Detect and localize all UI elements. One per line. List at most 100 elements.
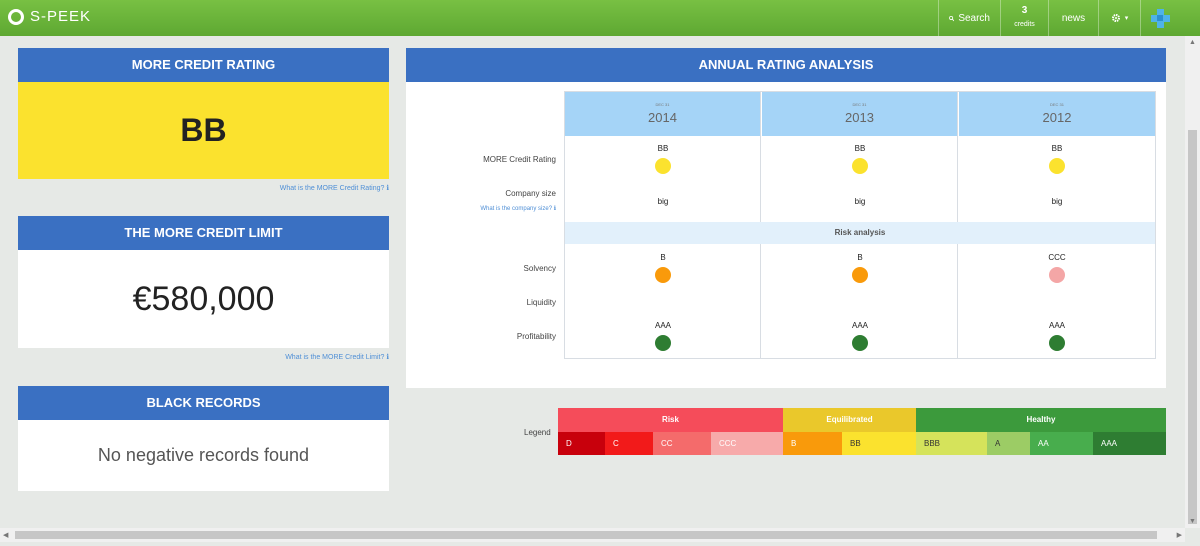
- chevron-down-icon: ▾: [1124, 15, 1129, 22]
- rating-legend: Risk Equilibrated Healthy D C CC CCC B B…: [558, 408, 1166, 455]
- rating-cell: BB: [565, 144, 761, 174]
- credits-count: 3: [1021, 5, 1028, 16]
- solvency-cell: B: [565, 253, 761, 283]
- year-header: DEC 31 2014: [565, 92, 760, 136]
- scroll-up-icon[interactable]: ▲: [1189, 39, 1196, 46]
- profitability-indicator: [852, 335, 868, 351]
- period-year: 2013: [845, 110, 874, 125]
- legend-group-healthy: Healthy: [916, 408, 1166, 432]
- solvency-indicator: [1049, 267, 1065, 283]
- risk-analysis-band: Risk analysis: [565, 222, 1155, 244]
- size-cell: big: [1051, 197, 1063, 206]
- company-size-help-link[interactable]: What is the company size? ℹ: [480, 206, 556, 212]
- legend-grade: CC: [653, 432, 711, 455]
- top-navbar: S-PEEK Search 3 credits news ▾ ▾: [0, 0, 1200, 36]
- search-icon: [949, 15, 955, 21]
- profitability-grade: AAA: [1048, 321, 1065, 330]
- logo-icon: [8, 8, 24, 25]
- logo-text: S-PEEK: [30, 8, 92, 25]
- row-label-profitability: Profitability: [516, 332, 556, 341]
- legend-label: Legend: [524, 428, 551, 437]
- search-label: Search: [958, 12, 990, 24]
- settings-menu[interactable]: ▾: [1098, 0, 1140, 36]
- profitability-indicator: [1049, 335, 1065, 351]
- credits-label: credits: [1014, 21, 1035, 28]
- solvency-indicator: [655, 267, 671, 283]
- rating-indicator: [1049, 158, 1065, 174]
- solvency-grade: B: [660, 253, 666, 262]
- legend-grade: BB: [842, 432, 916, 455]
- year-column: DEC 31 2014 BB big B AAA: [565, 92, 761, 358]
- legend-grade: D: [558, 432, 605, 455]
- profitability-grade: AAA: [851, 321, 868, 330]
- horizontal-scrollbar[interactable]: ◀ ▶: [0, 528, 1185, 542]
- credit-limit-card: THE MORE CREDIT LIMIT €580,000: [18, 216, 389, 348]
- row-label-rating: MORE Credit Rating: [483, 155, 556, 164]
- rating-grade: BB: [854, 144, 866, 153]
- credit-rating-title: MORE CREDIT RATING: [18, 48, 389, 82]
- scroll-left-icon[interactable]: ◀: [3, 532, 9, 539]
- user-menu[interactable]: ▾: [1140, 0, 1180, 36]
- search-button[interactable]: Search: [938, 0, 1000, 36]
- annual-rating-analysis-panel: ANNUAL RATING ANALYSIS MORE Credit Ratin…: [406, 48, 1166, 388]
- credit-limit-title: THE MORE CREDIT LIMIT: [18, 216, 389, 250]
- size-cell: big: [657, 197, 669, 206]
- size-cell: big: [854, 197, 866, 206]
- legend-grade: C: [605, 432, 653, 455]
- gear-icon: [1111, 14, 1120, 22]
- legend-grade: AAA: [1093, 432, 1166, 455]
- row-label-liquidity: Liquidity: [526, 298, 556, 307]
- black-records-title: BLACK RECORDS: [18, 386, 389, 420]
- black-records-card: BLACK RECORDS No negative records found: [18, 386, 389, 491]
- horizontal-scroll-thumb[interactable]: [15, 531, 1157, 539]
- year-header: DEC 31 2013: [762, 92, 957, 136]
- solvency-cell: B: [762, 253, 958, 283]
- credit-rating-card: MORE CREDIT RATING BB: [18, 48, 389, 179]
- credit-limit-help-link[interactable]: What is the MORE Credit Limit? ℹ: [285, 354, 389, 361]
- profitability-indicator: [655, 335, 671, 351]
- row-label-solvency: Solvency: [523, 264, 556, 273]
- legend-grades: D C CC CCC B BB BBB A AA AAA: [558, 432, 1166, 455]
- legend-grade: A: [987, 432, 1030, 455]
- scroll-down-icon[interactable]: ▼: [1189, 518, 1196, 525]
- solvency-cell: CCC: [959, 253, 1155, 283]
- profitability-cell: AAA: [762, 321, 958, 351]
- period-year: 2012: [1042, 110, 1072, 125]
- legend-grade: BBB: [916, 432, 987, 455]
- legend-groups: Risk Equilibrated Healthy: [558, 408, 1166, 432]
- period-date: DEC 31: [852, 102, 867, 107]
- row-label-size: Company size: [505, 189, 556, 198]
- profitability-grade: AAA: [654, 321, 671, 330]
- rating-cell: BB: [959, 144, 1155, 174]
- analysis-title: ANNUAL RATING ANALYSIS: [406, 48, 1166, 82]
- scroll-right-icon[interactable]: ▶: [1176, 532, 1182, 539]
- credits-button[interactable]: 3 credits: [1000, 0, 1048, 36]
- news-label: news: [1061, 12, 1086, 24]
- period-date: DEC 31: [655, 102, 670, 107]
- rating-indicator: [655, 158, 671, 174]
- credit-rating-help-link[interactable]: What is the MORE Credit Rating? ℹ: [279, 185, 389, 192]
- app-logo[interactable]: S-PEEK: [8, 8, 91, 25]
- rating-grade: BB: [657, 144, 669, 153]
- year-header: DEC 31 2012: [959, 92, 1155, 136]
- profitability-cell: AAA: [565, 321, 761, 351]
- credit-rating-value: BB: [18, 82, 389, 179]
- avatar: [1151, 9, 1170, 28]
- vertical-scrollbar[interactable]: ▲ ▼: [1185, 36, 1200, 528]
- legend-grade: AA: [1030, 432, 1093, 455]
- rating-indicator: [852, 158, 868, 174]
- rating-grid: DEC 31 2014 BB big B AAA DEC 31 2013: [564, 91, 1156, 359]
- solvency-grade: CCC: [1048, 253, 1066, 262]
- black-records-message: No negative records found: [97, 445, 310, 465]
- profitability-cell: AAA: [959, 321, 1155, 351]
- legend-grade: CCC: [711, 432, 783, 455]
- rating-cell: BB: [762, 144, 958, 174]
- vertical-scroll-thumb[interactable]: [1188, 130, 1197, 524]
- legend-group-risk: Risk: [558, 408, 783, 432]
- solvency-grade: B: [857, 253, 863, 262]
- nav-menu: Search 3 credits news ▾ ▾: [938, 0, 1180, 36]
- news-button[interactable]: news: [1048, 0, 1098, 36]
- legend-group-equilibrated: Equilibrated: [783, 408, 916, 432]
- year-column: DEC 31 2012 BB big CCC AAA: [959, 92, 1155, 358]
- credit-limit-value: €580,000: [132, 279, 275, 318]
